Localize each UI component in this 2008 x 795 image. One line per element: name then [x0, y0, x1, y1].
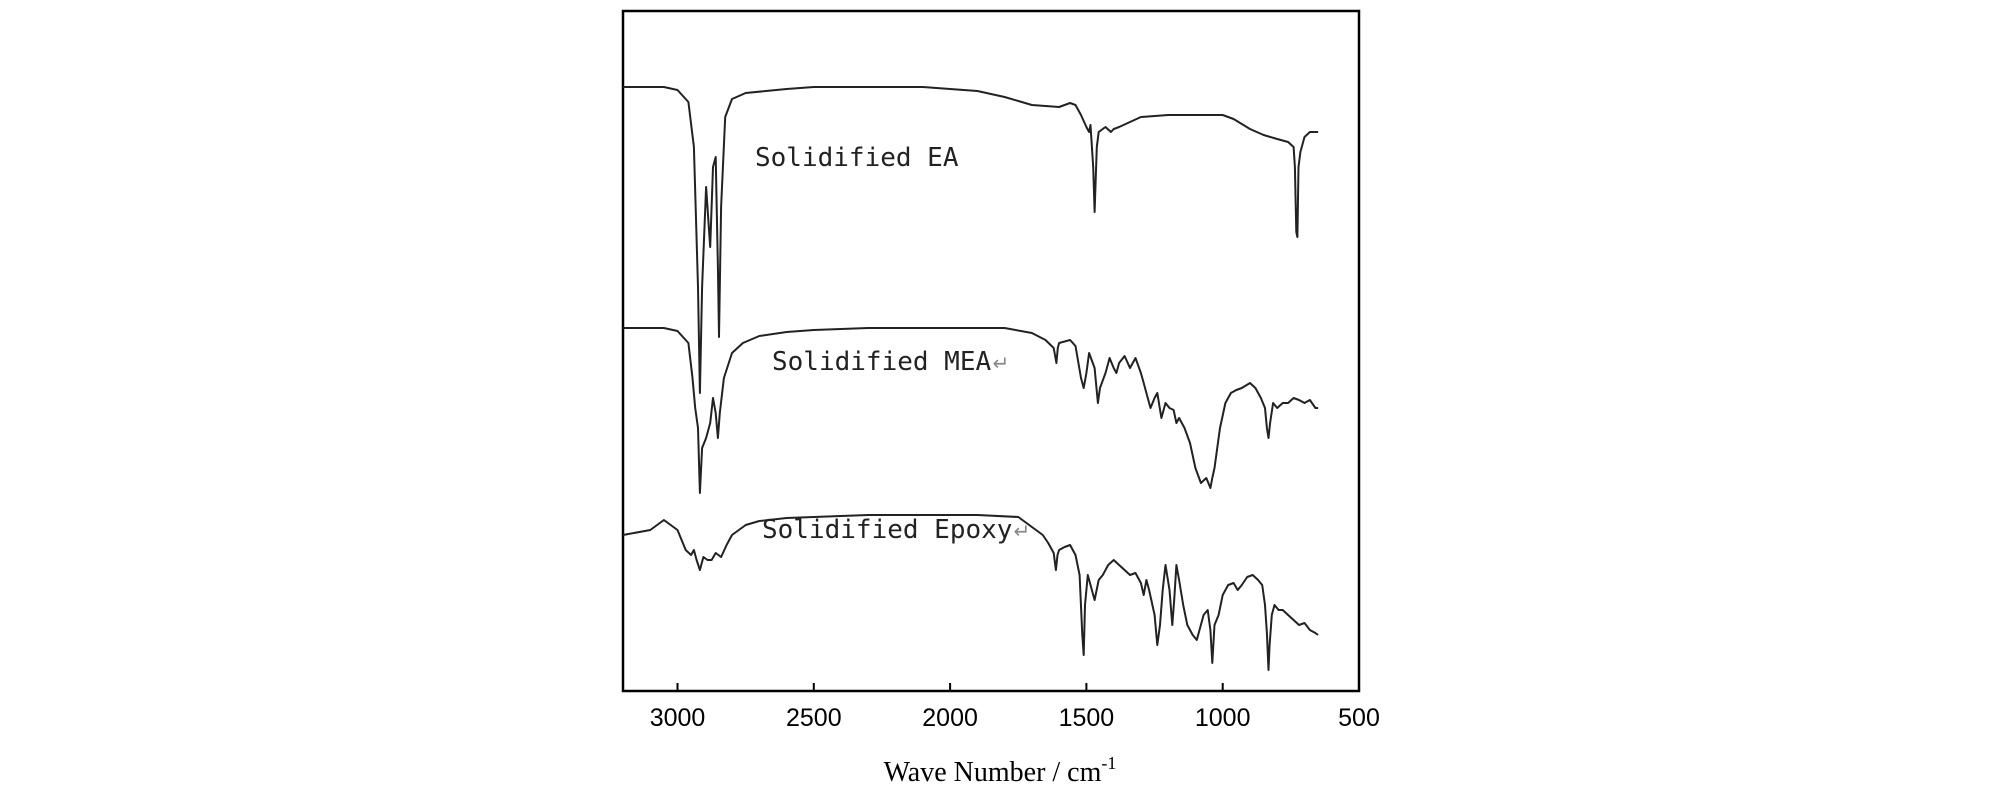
x-tick-label: 1000 [1195, 704, 1251, 732]
series-line-3 [622, 514, 1319, 671]
x-axis-title-text: Wave Number / cm [884, 757, 1102, 788]
return-mark-icon: ↵ [1014, 519, 1031, 543]
x-axis-ticks: 3000 2500 2000 1500 1000 500 [650, 683, 1380, 732]
series-line-2 [623, 327, 1319, 494]
x-tick-label: 3000 [650, 704, 706, 732]
series-label-2: Solidified MEA [772, 347, 991, 377]
return-mark-icon: ↵ [993, 351, 1010, 375]
series-label-1: Solidified EA [755, 143, 959, 173]
x-tick-label: 2000 [922, 704, 978, 732]
x-axis-title: Wave Number / cm-1 [884, 753, 1117, 788]
x-tick-label: 1500 [1059, 704, 1115, 732]
series-label-3: Solidified Epoxy [762, 515, 1012, 545]
x-axis-title-superscript: -1 [1101, 753, 1116, 773]
series-line-1 [623, 86, 1319, 394]
series-layer [622, 86, 1319, 671]
x-tick-label: 500 [1338, 704, 1380, 732]
plot-frame [621, 9, 1361, 693]
x-tick-label: 2500 [786, 704, 842, 732]
